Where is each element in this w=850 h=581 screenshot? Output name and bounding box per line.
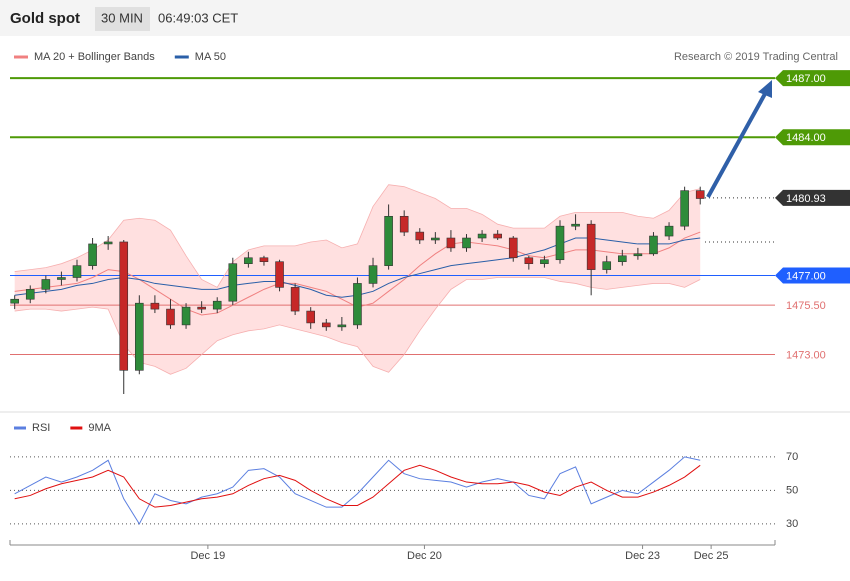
candle-body bbox=[353, 283, 362, 326]
candle-body bbox=[477, 233, 487, 239]
candle-body bbox=[306, 310, 316, 324]
candle-body bbox=[25, 289, 35, 300]
level-tag bbox=[775, 189, 850, 206]
candle-body bbox=[275, 261, 284, 288]
x-tick-label: Dec 19 bbox=[190, 550, 225, 562]
time: 06:49:03 CET bbox=[158, 10, 238, 25]
credit: Research © 2019 Trading Central bbox=[674, 51, 838, 63]
forecast-arrowhead bbox=[758, 80, 772, 98]
candle-body bbox=[41, 279, 51, 290]
forecast-arrow bbox=[706, 91, 768, 198]
candle-body bbox=[695, 190, 705, 199]
candle-body bbox=[212, 300, 222, 310]
x-tick-label: Dec 25 bbox=[694, 550, 729, 562]
level-label: 1477.00 bbox=[786, 270, 826, 282]
candle-body bbox=[228, 263, 238, 302]
candle-body bbox=[649, 235, 658, 255]
candle-body bbox=[431, 237, 440, 241]
level-label: 1484.00 bbox=[786, 132, 826, 144]
candle-body bbox=[633, 253, 643, 257]
candle-body bbox=[602, 261, 612, 270]
level-tag bbox=[775, 70, 850, 87]
candle-body bbox=[618, 255, 627, 263]
legend-label[interactable]: MA 50 bbox=[195, 51, 226, 63]
level-label: 1475.50 bbox=[786, 300, 826, 312]
candle-body bbox=[166, 308, 175, 326]
candle-body bbox=[119, 241, 129, 371]
bollinger-line bbox=[14, 184, 701, 288]
candle-body bbox=[244, 257, 253, 264]
candle-body bbox=[415, 231, 425, 241]
candle-body bbox=[150, 302, 160, 310]
level-label: 1480.93 bbox=[786, 193, 826, 205]
candle-body bbox=[290, 287, 300, 312]
candle-body bbox=[103, 241, 113, 245]
candle-body bbox=[508, 237, 518, 259]
candle-body bbox=[555, 225, 565, 261]
level-tag bbox=[775, 129, 850, 146]
candle-body bbox=[337, 324, 347, 328]
y-tick-label: 30 bbox=[786, 518, 798, 530]
candle-body bbox=[399, 215, 409, 233]
x-tick-label: Dec 23 bbox=[625, 550, 660, 562]
rsi-line bbox=[14, 456, 701, 525]
bollinger-line bbox=[14, 277, 701, 375]
candle-body bbox=[197, 306, 206, 310]
candle-body bbox=[680, 190, 689, 227]
candle-body bbox=[586, 223, 596, 270]
legend-label[interactable]: MA 20 + Bollinger Bands bbox=[34, 51, 155, 63]
candle-body bbox=[524, 257, 534, 264]
interval-box[interactable] bbox=[95, 7, 150, 31]
level-label: 1473.00 bbox=[786, 349, 826, 361]
candle-body bbox=[540, 259, 549, 264]
candle-body bbox=[571, 223, 580, 227]
candle-body bbox=[57, 277, 66, 280]
level-label: 1487.00 bbox=[786, 73, 826, 85]
candle-body bbox=[368, 265, 378, 284]
candle-body bbox=[462, 237, 471, 249]
legend-label[interactable]: RSI bbox=[32, 422, 50, 434]
y-tick-label: 50 bbox=[786, 484, 798, 496]
candle-body bbox=[446, 237, 456, 249]
candle-body bbox=[135, 302, 144, 371]
candle-body bbox=[181, 306, 191, 326]
candle-body bbox=[664, 225, 674, 237]
y-tick-label: 70 bbox=[786, 451, 798, 463]
level-tag bbox=[775, 267, 850, 284]
candle-body bbox=[10, 298, 19, 304]
rsi-line bbox=[14, 464, 701, 508]
candle-body bbox=[259, 257, 269, 263]
candle-body bbox=[321, 322, 331, 328]
interval[interactable]: 30 MIN bbox=[101, 10, 143, 25]
candle-body bbox=[384, 215, 393, 266]
x-tick-label: Dec 20 bbox=[407, 550, 442, 562]
title: Gold spot bbox=[10, 10, 80, 27]
legend-label[interactable]: 9MA bbox=[88, 422, 111, 434]
candle-body bbox=[88, 243, 97, 266]
candle-body bbox=[72, 265, 82, 278]
candle-body bbox=[493, 233, 502, 239]
